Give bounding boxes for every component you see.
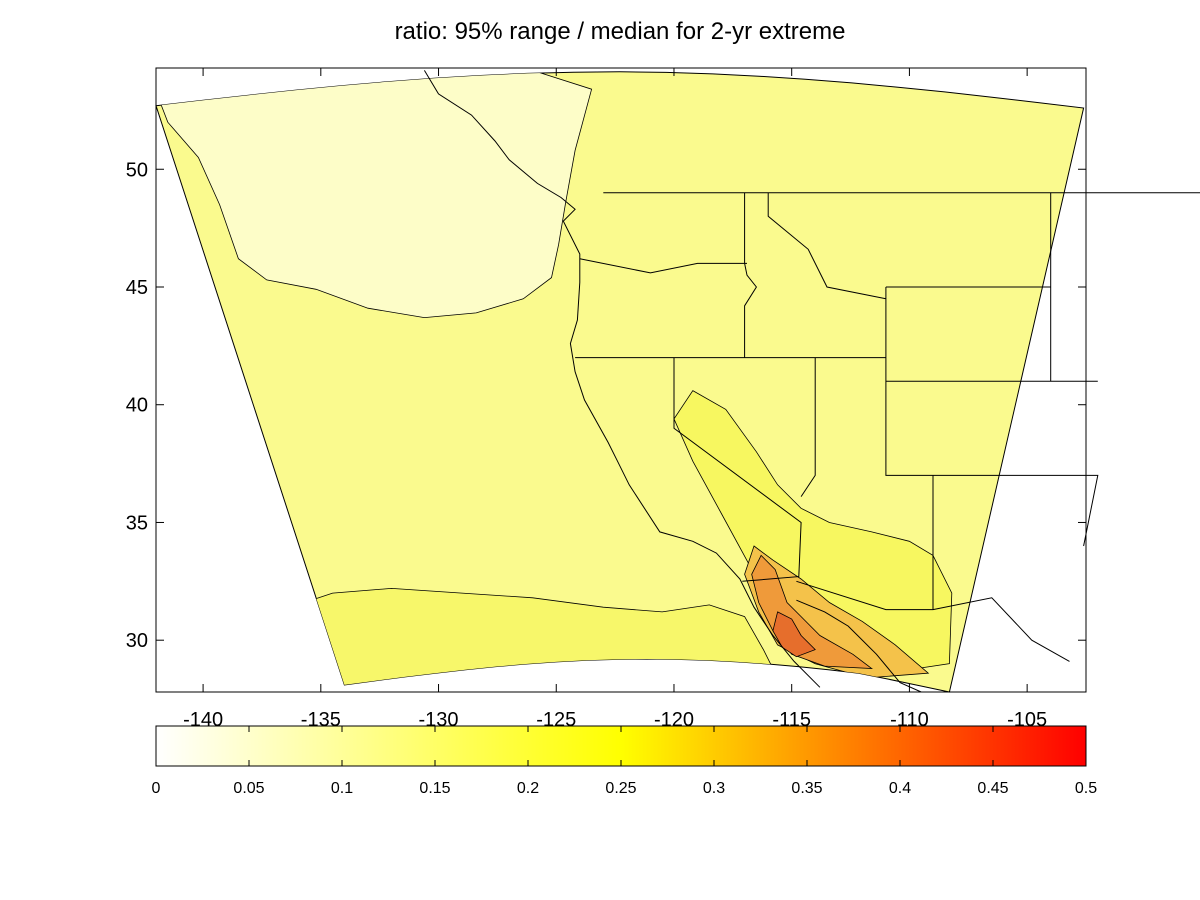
y-tick-label: 35 — [126, 512, 148, 534]
colorbar-tick-label: 0.45 — [977, 780, 1008, 797]
colorbar: 0 0.05 0.1 0.15 0.2 0.25 0.3 0.35 0.4 0.45 0.5 — [152, 725, 1097, 797]
colorbar-tick-label: 0.1 — [331, 780, 353, 797]
y-tick-label: 30 — [126, 630, 148, 652]
colorbar-tick-label: 0 — [152, 780, 161, 797]
colorbar-tick-label: 0.35 — [791, 780, 822, 797]
state-boundaries — [575, 192, 1200, 662]
coastline — [423, 70, 821, 688]
mexico-coastline — [796, 599, 922, 693]
contour-region-interior-west — [673, 390, 953, 674]
model-domain — [155, 71, 1085, 693]
colorbar-tick-label: 0.3 — [703, 780, 725, 797]
contour-region-baja-peak — [772, 611, 816, 658]
chart-title: ratio: 95% range / median for 2-yr extre… — [394, 18, 846, 45]
colorbar-tick-label: 0.2 — [517, 780, 539, 797]
y-tick-label: 45 — [126, 277, 148, 299]
y-axis-ticks: 30 35 40 45 50 — [126, 159, 1086, 652]
colorbar-tick-label: 0.05 — [233, 780, 264, 797]
colorbar-tick-label: 0.5 — [1075, 780, 1097, 797]
political-boundaries — [423, 70, 1200, 693]
colorbar-tick-label: 0.15 — [419, 780, 450, 797]
contour-region-north-ocean — [156, 71, 593, 319]
y-tick-label: 50 — [126, 159, 148, 181]
y-tick-label: 40 — [126, 395, 148, 417]
colorbar-tick-label: 0.25 — [605, 780, 636, 797]
colorbar-tick-label: 0.4 — [889, 780, 911, 797]
colorbar-gradient — [155, 725, 1087, 767]
colorbar-ticks: 0 0.05 0.1 0.15 0.2 0.25 0.3 0.35 0.4 0.45 0.5 — [152, 726, 1097, 797]
